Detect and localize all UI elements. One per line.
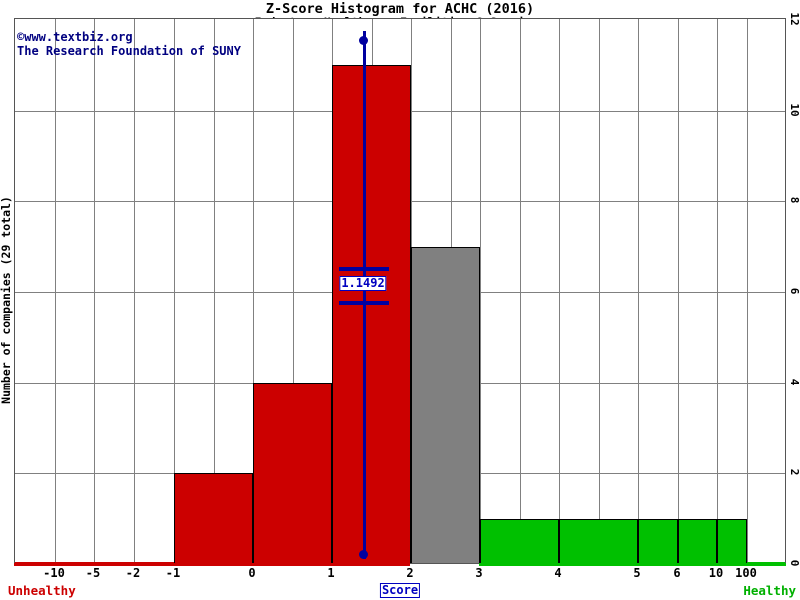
vertical-gridline [599, 19, 600, 563]
x-tick-label: 4 [554, 566, 562, 580]
y-tick-label: 8 [788, 197, 800, 204]
y-tick-label: 12 [788, 12, 800, 26]
baseline-unhealthy [14, 563, 410, 566]
marker-cap-upper [339, 267, 389, 272]
x-tick-label: 1 [327, 566, 335, 580]
histogram-bar [411, 246, 480, 563]
chart-title: Z-Score Histogram for ACHC (2016) [265, 1, 535, 17]
histogram-bar [174, 473, 253, 563]
vertical-gridline [55, 19, 56, 563]
histogram-bar [480, 518, 559, 563]
vertical-gridline [747, 19, 748, 563]
vertical-gridline [638, 19, 639, 563]
watermark-line-2: The Research Foundation of SUNY [17, 44, 241, 58]
vertical-gridline [559, 19, 560, 563]
vertical-gridline [717, 19, 718, 563]
histogram-bar [559, 518, 638, 563]
y-axis-label: Number of companies (29 total) [0, 196, 13, 404]
y-tick-label: 4 [788, 378, 800, 385]
histogram-bar [253, 382, 332, 563]
unhealthy-zone-label: Unhealthy [8, 583, 76, 598]
x-tick-label: 6 [673, 566, 681, 580]
x-tick-label: 100 [735, 566, 757, 580]
histogram-bar [678, 518, 717, 563]
x-tick-label: -10 [43, 566, 65, 580]
x-tick-label: 2 [406, 566, 414, 580]
vertical-gridline [253, 19, 254, 563]
x-tick-label: 3 [475, 566, 483, 580]
y-tick-label: 6 [788, 287, 800, 295]
x-tick-label: 5 [633, 566, 641, 580]
baseline-healthy [479, 563, 786, 566]
score-marker-label: 1.1492 [339, 275, 387, 291]
vertical-gridline [174, 19, 175, 563]
x-tick-label: -1 [165, 566, 181, 580]
plot-area [14, 18, 786, 564]
histogram-bar [94, 562, 134, 563]
marker-bottom-dot [359, 550, 368, 560]
histogram-bar [638, 518, 678, 563]
marker-top-dot [359, 35, 368, 45]
histogram-bar [134, 562, 174, 563]
vertical-gridline [520, 19, 521, 563]
histogram-bar [747, 562, 785, 563]
y-tick-label: 10 [788, 103, 800, 117]
histogram-bar [717, 518, 747, 563]
watermark: ©www.textbiz.org The Research Foundation… [17, 30, 241, 58]
vertical-gridline [293, 19, 294, 563]
marker-cap-lower [339, 301, 389, 306]
histogram-bar [332, 65, 411, 563]
x-tick-label: 10 [708, 566, 724, 580]
healthy-zone-label: Healthy [743, 583, 796, 598]
vertical-gridline [678, 19, 679, 563]
histogram-bar [55, 562, 94, 563]
y-tick-label: 2 [788, 469, 800, 476]
vertical-gridline [134, 19, 135, 563]
x-tick-label: 0 [248, 566, 256, 580]
x-axis-label: Score [379, 583, 421, 598]
vertical-gridline [94, 19, 95, 563]
x-tick-label: -2 [125, 566, 141, 580]
marker-line [363, 31, 366, 560]
vertical-gridline [480, 19, 481, 563]
vertical-gridline [214, 19, 215, 563]
watermark-line-1: ©www.textbiz.org [17, 30, 133, 44]
histogram-bar [15, 562, 55, 563]
y-tick-label: 0 [788, 559, 800, 567]
x-tick-label: -5 [85, 566, 101, 580]
